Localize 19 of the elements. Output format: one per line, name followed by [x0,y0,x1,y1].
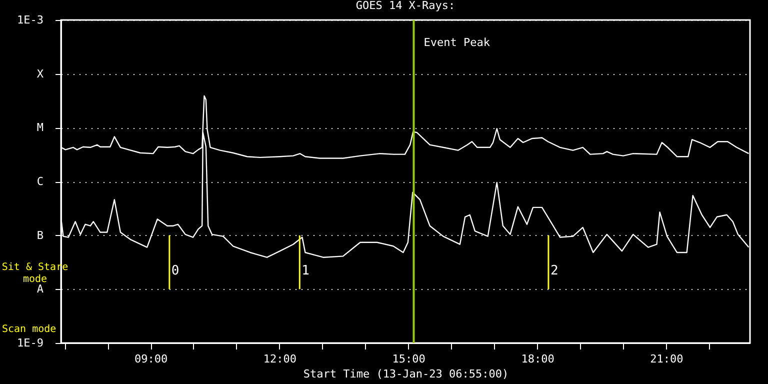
ref-line-label: Event Peak [424,36,490,49]
x-tick-label: 21:00 [650,352,684,366]
y-tick-label: C [36,175,44,188]
x-tick-label: 15:00 [392,352,426,366]
y-tick-label: 1E-9 [17,336,44,350]
x-axis-title: Start Time (13-Jan-23 06:55:00) [303,368,509,380]
x-tick-label: 09:00 [134,352,168,366]
y-tick-label: M [36,121,44,134]
text: Scan mode [2,324,56,335]
x-tick-label: 12:00 [263,352,296,366]
y-tick-label: 1E-3 [17,14,44,26]
chart-title: GOES 14 X-Rays: [356,0,456,12]
y-tick-label: A [36,282,44,296]
annotation: 1 [302,264,310,279]
y-tick-label: B [36,228,44,242]
y-tick-label: X [36,67,44,80]
x-tick-label: 18:00 [521,352,554,366]
annotation: 2 [550,264,558,279]
annotation: 0 [171,264,180,279]
